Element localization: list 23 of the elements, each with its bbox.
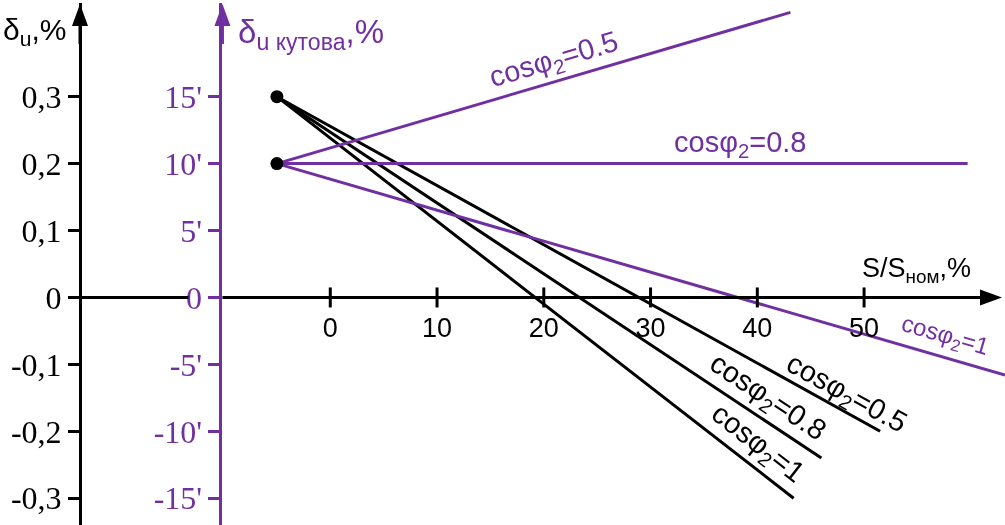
y-tick-label: 0,2 [21, 145, 62, 182]
x-axis-title: S/S$_{ном}$,% [862, 253, 971, 287]
x-tick-label: 40 [742, 313, 773, 344]
y-tick-label: -0,3 [10, 480, 62, 517]
y2-tick-label: 0 [186, 279, 203, 316]
y2-tick-label: 15' [164, 78, 203, 115]
y2-tick-label: -15' [153, 480, 203, 517]
series-label: cosφ$_{2}$=0.8 [674, 126, 807, 163]
y2-tick-label: 5' [180, 212, 203, 249]
x-tick-label: 10 [422, 313, 453, 344]
y-tick-label: -0,2 [10, 413, 62, 450]
x-tick-label: 0 [322, 313, 338, 344]
y-tick-label: 0,3 [21, 78, 62, 115]
y2-axis-title: δ$_{u кутова}$,% [238, 13, 385, 55]
y2-tick-label: -5' [169, 346, 203, 383]
x-tick-label: 30 [635, 313, 666, 344]
y-axis-title: δ$_{u}$,% [3, 13, 67, 51]
y-tick-label: 0 [45, 279, 62, 316]
y-tick-label: -0,1 [10, 346, 62, 383]
y2-tick-label: 10' [164, 145, 203, 182]
x-tick-label: 20 [528, 313, 559, 344]
y2-tick-label: -10' [153, 413, 203, 450]
y-tick-label: 0,1 [21, 212, 62, 249]
